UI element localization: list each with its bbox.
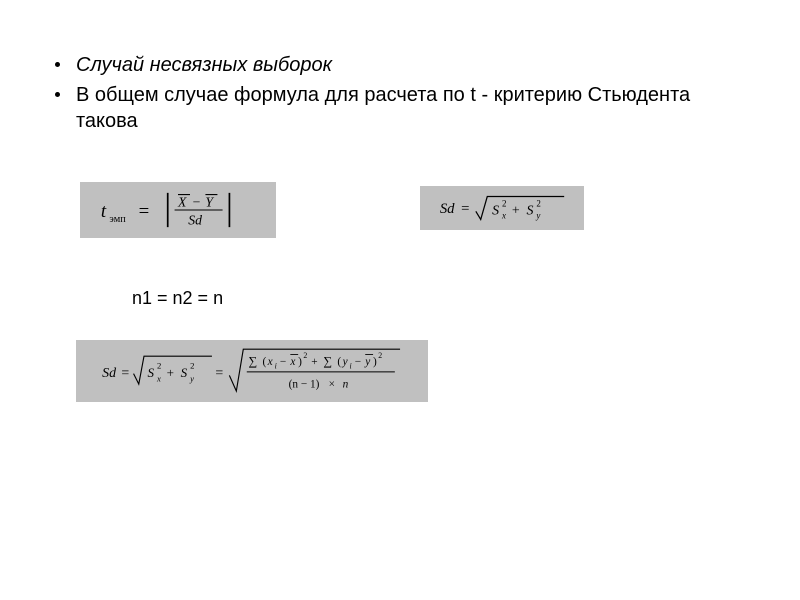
plus-3b: + [311,356,317,368]
equals-1: = [139,201,150,222]
exp-2: 2 [378,351,382,360]
formula-svg-2: Sd = S 2 x + S 2 y [428,190,576,226]
formula-svg-1: t эмп = X − Y Sd [88,186,268,234]
sd-lhs-3: Sd [102,366,116,381]
formula-sd-long: Sd = S 2 x + S 2 y = ∑ ( x i − x ) 2 + ∑… [76,340,428,402]
bullet-list: Случай несвязных выборок В общем случае … [55,52,735,138]
sy-sup: 2 [536,198,541,208]
denom-left: (n − 1) [289,379,320,391]
paren-l2: ( [337,356,341,368]
x-var: X [177,195,187,210]
yi-sub: i [350,361,352,370]
denom-times: × [329,379,335,391]
sy3-sub: y [189,373,194,383]
bullet-item-1: Случай несвязных выборок [55,52,735,78]
sy-sub: y [535,211,540,221]
sx3-sub: x [156,373,161,383]
denom-n: n [343,379,349,391]
ybar-var: y [364,356,371,368]
radical-icon [476,197,564,220]
sy3-var: S [181,365,188,380]
exp-1: 2 [303,351,307,360]
yi-var: y [342,356,349,368]
bullet-text-2: В общем случае формула для расчета по t … [76,82,735,134]
sx3-sup: 2 [157,360,161,370]
minus-3b: − [355,356,361,368]
sigma-2-icon: ∑ [323,354,332,368]
xi-var: x [267,356,273,368]
plus-2: + [512,204,520,219]
equals-3b: = [215,366,223,381]
formula-sd-short: Sd = S 2 x + S 2 y [420,186,584,230]
paren-r1: ) [298,356,302,368]
sx-var: S [492,204,499,219]
sy-var: S [527,204,534,219]
sx-sup: 2 [502,198,507,208]
bullet-text-1: Случай несвязных выборок [76,52,332,78]
minus-1: − [193,195,201,210]
sd-lhs: Sd [440,201,455,217]
sx-sub: x [501,211,506,221]
bullet-dot-icon [55,62,60,67]
sy3-sup: 2 [190,360,194,370]
y-var: Y [205,195,214,210]
formula-svg-3: Sd = S 2 x + S 2 y = ∑ ( x i − x ) 2 + ∑… [84,344,420,398]
bullet-item-2: В общем случае формула для расчета по t … [55,82,735,134]
equals-2: = [461,201,469,217]
xi-sub: i [275,361,277,370]
equals-3a: = [121,366,129,381]
sd-denom: Sd [188,213,202,228]
xbar-var: x [289,356,295,368]
paren-r2: ) [373,356,377,368]
paren-l1: ( [262,356,266,368]
plus-3a: + [167,365,174,380]
t-sub: эмп [109,214,126,225]
note-n1-n2: n1 = n2 = n [132,288,223,309]
bullet-dot-icon [55,92,60,97]
t-var: t [101,201,107,222]
formula-t-emp: t эмп = X − Y Sd [80,182,276,238]
minus-3a: − [280,356,286,368]
sigma-1-icon: ∑ [249,354,258,368]
sx3-var: S [147,365,154,380]
